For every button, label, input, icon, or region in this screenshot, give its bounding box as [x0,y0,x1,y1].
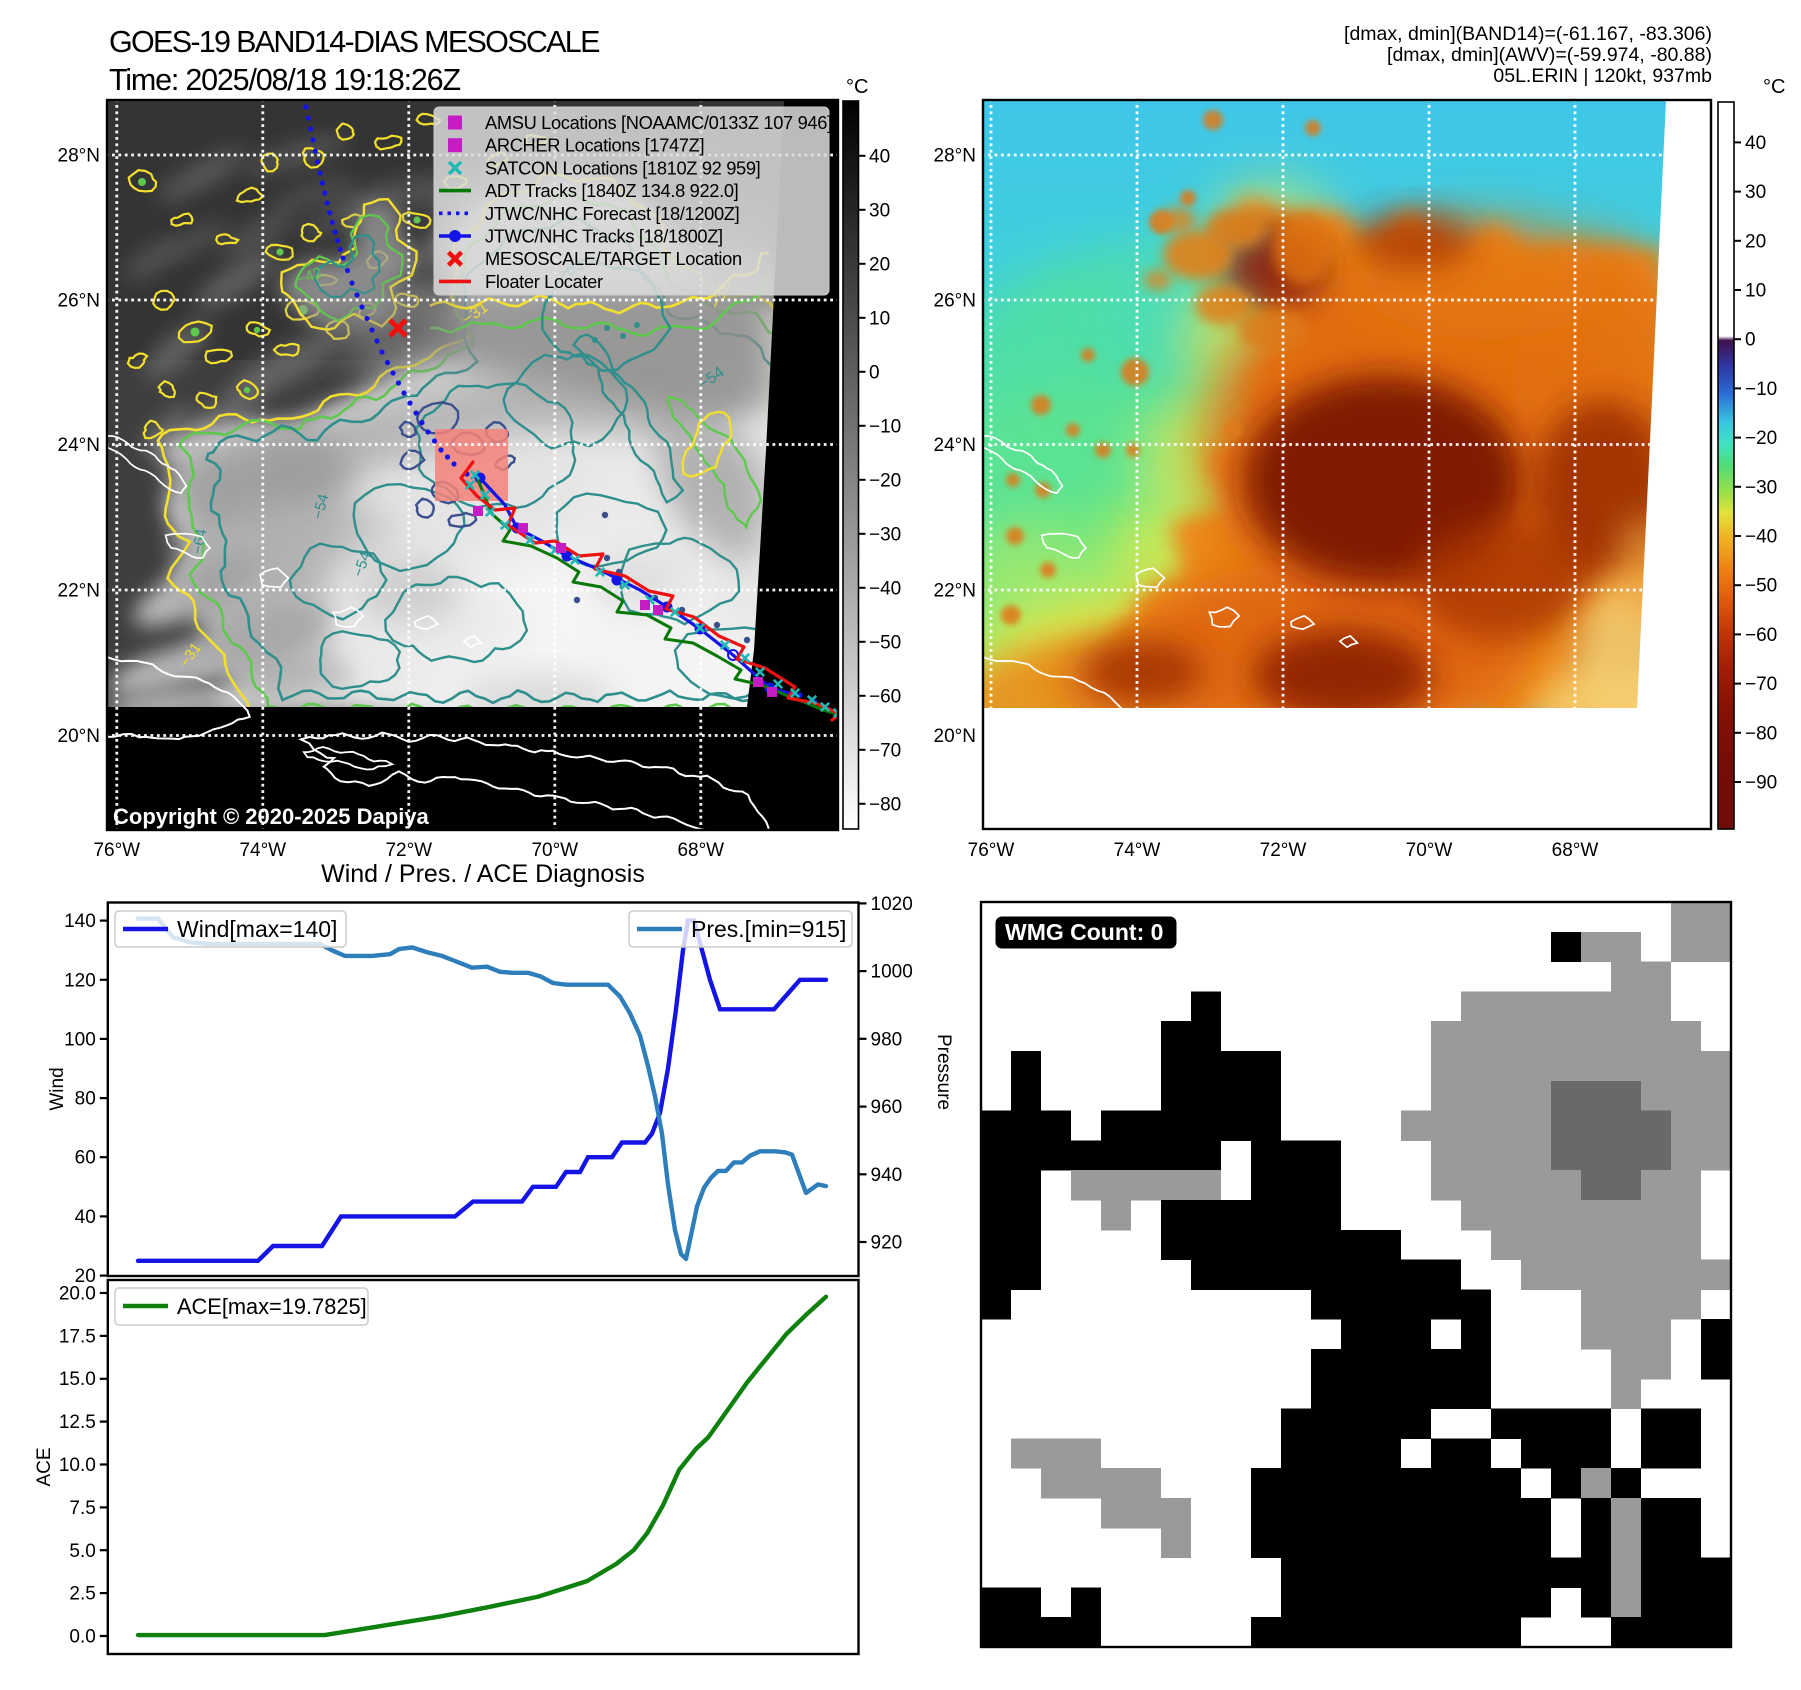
svg-text:80: 80 [75,1089,96,1110]
svg-text:40: 40 [1745,133,1766,154]
svg-text:30: 30 [869,200,890,221]
svg-text:GOES-19 BAND14-DIAS MESOSCALE: GOES-19 BAND14-DIAS MESOSCALE [109,25,600,59]
svg-text:05L.ERIN | 120kt, 937mb: 05L.ERIN | 120kt, 937mb [1493,65,1712,87]
svg-text:76°W: 76°W [93,840,140,861]
svg-text:[dmax, dmin](AWV)=(-59.974, -8: [dmax, dmin](AWV)=(-59.974, -80.88) [1387,44,1712,66]
svg-text:20: 20 [869,254,890,275]
svg-text:30: 30 [1745,182,1766,203]
svg-text:Time: 2025/08/18 19:18:26Z: Time: 2025/08/18 19:18:26Z [109,63,460,97]
svg-text:26°N: 26°N [58,291,100,312]
svg-text:24°N: 24°N [58,435,100,456]
svg-text:JTWC/NHC Forecast [18/1200Z]: JTWC/NHC Forecast [18/1200Z] [485,203,739,224]
svg-text:Wind[max=140]: Wind[max=140] [177,916,337,942]
svg-text:−70: −70 [869,740,901,761]
svg-text:Pressure: Pressure [933,1034,954,1110]
svg-text:−60: −60 [869,686,901,707]
svg-text:−80: −80 [1745,723,1777,744]
svg-text:MESOSCALE/TARGET Location: MESOSCALE/TARGET Location [485,248,742,269]
svg-text:ACE[max=19.7825]: ACE[max=19.7825] [177,1294,367,1319]
svg-text:SATCON Locations [1810Z 92 959: SATCON Locations [1810Z 92 959] [485,157,760,178]
svg-text:74°W: 74°W [239,840,286,861]
svg-text:ACE: ACE [34,1447,55,1486]
svg-text:−40: −40 [869,578,901,599]
svg-text:22°N: 22°N [934,581,976,602]
svg-text:20°N: 20°N [934,726,976,747]
svg-text:WMG Count: 0: WMG Count: 0 [1005,919,1163,945]
svg-text:70°W: 70°W [531,840,578,861]
svg-text:28°N: 28°N [58,146,100,167]
svg-text:960: 960 [871,1097,903,1118]
svg-text:72°W: 72°W [385,840,432,861]
svg-text:20: 20 [75,1266,96,1287]
svg-text:40: 40 [75,1207,96,1228]
svg-text:70°W: 70°W [1406,840,1453,861]
svg-text:40: 40 [869,146,890,167]
svg-text:1000: 1000 [871,962,913,983]
svg-text:15.0: 15.0 [59,1369,96,1390]
svg-text:68°W: 68°W [1552,840,1599,861]
svg-text:20°N: 20°N [58,726,100,747]
svg-text:980: 980 [871,1029,903,1050]
svg-text:17.5: 17.5 [59,1326,96,1347]
svg-text:−90: −90 [1745,773,1777,794]
svg-text:7.5: 7.5 [69,1498,95,1519]
svg-text:2.5: 2.5 [69,1584,95,1605]
svg-text:−80: −80 [869,794,901,815]
svg-text:Copyright © 2020-2025 Dapiya: Copyright © 2020-2025 Dapiya [113,804,430,829]
svg-text:12.5: 12.5 [59,1412,96,1433]
svg-text:20: 20 [1745,231,1766,252]
svg-text:−70: −70 [1745,674,1777,695]
svg-text:72°W: 72°W [1260,840,1307,861]
svg-text:1020: 1020 [871,894,913,915]
svg-text:Wind: Wind [47,1067,68,1110]
svg-text:Wind / Pres. / ACE Diagnosis: Wind / Pres. / ACE Diagnosis [321,860,645,888]
svg-text:JTWC/NHC Tracks [18/1800Z]: JTWC/NHC Tracks [18/1800Z] [485,226,723,247]
svg-text:AMSU Locations [NOAAMC/0133Z 1: AMSU Locations [NOAAMC/0133Z 107 946] [485,112,832,133]
svg-text:−30: −30 [1745,477,1777,498]
svg-text:26°N: 26°N [934,291,976,312]
svg-text:60: 60 [75,1148,96,1169]
svg-text:−60: −60 [1745,625,1777,646]
svg-text:0: 0 [869,362,880,383]
svg-text:140: 140 [64,911,96,932]
svg-text:[dmax, dmin](BAND14)=(-61.167,: [dmax, dmin](BAND14)=(-61.167, -83.306) [1344,23,1712,45]
svg-text:Pres.[min=915]: Pres.[min=915] [691,916,846,942]
svg-text:−40: −40 [1745,527,1777,548]
svg-text:°C: °C [846,76,868,98]
svg-text:−20: −20 [869,470,901,491]
svg-text:68°W: 68°W [677,840,724,861]
svg-text:−20: −20 [1745,428,1777,449]
svg-text:100: 100 [64,1029,96,1050]
svg-text:Floater Locater: Floater Locater [485,271,603,292]
svg-text:−10: −10 [869,416,901,437]
svg-text:28°N: 28°N [934,146,976,167]
svg-text:5.0: 5.0 [69,1541,95,1562]
svg-text:ADT Tracks [1840Z 134.8 922.0]: ADT Tracks [1840Z 134.8 922.0] [485,180,738,201]
svg-text:−50: −50 [869,632,901,653]
svg-text:74°W: 74°W [1114,840,1161,861]
svg-text:−50: −50 [1745,576,1777,597]
svg-text:20.0: 20.0 [59,1284,96,1305]
svg-text:0.0: 0.0 [69,1627,95,1648]
svg-text:ARCHER Locations [1747Z]: ARCHER Locations [1747Z] [485,135,704,156]
svg-text:−10: −10 [1745,379,1777,400]
svg-text:22°N: 22°N [58,581,100,602]
svg-text:−54: −54 [309,492,332,521]
svg-text:°C: °C [1763,76,1785,98]
svg-text:0: 0 [1745,330,1756,351]
svg-text:120: 120 [64,970,96,991]
svg-text:10.0: 10.0 [59,1455,96,1476]
svg-text:76°W: 76°W [968,840,1015,861]
svg-text:920: 920 [871,1233,903,1254]
svg-text:24°N: 24°N [934,435,976,456]
svg-text:10: 10 [1745,281,1766,302]
svg-text:10: 10 [869,308,890,329]
svg-text:940: 940 [871,1165,903,1186]
svg-text:−30: −30 [869,524,901,545]
